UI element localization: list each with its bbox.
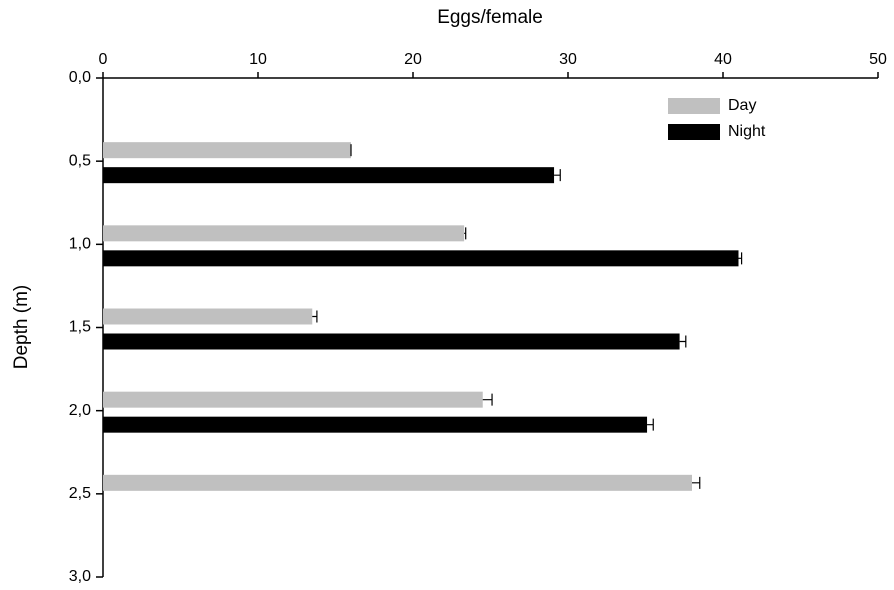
legend-swatch (668, 124, 720, 140)
y-tick-label: 2,0 (69, 402, 91, 419)
bar (103, 416, 648, 433)
legend-label: Night (728, 123, 766, 140)
error-bar (554, 169, 561, 182)
legend-label: Day (728, 97, 756, 114)
error-bar (738, 252, 743, 265)
x-tick-label: 20 (404, 51, 422, 68)
error-bar (692, 476, 701, 489)
y-tick-label: 0,5 (69, 152, 91, 169)
bar (103, 250, 739, 267)
error-bar (647, 418, 654, 431)
x-tick-label: 30 (559, 51, 577, 68)
y-tick-label: 1,5 (69, 319, 91, 336)
y-tick-label: 2,5 (69, 485, 91, 502)
error-bar (464, 227, 467, 240)
bar (103, 333, 680, 350)
y-tick-label: 3,0 (69, 568, 91, 585)
x-tick-label: 0 (99, 51, 108, 68)
bar (103, 308, 313, 325)
bar (103, 167, 555, 184)
bar (103, 474, 692, 491)
x-axis-title: Eggs/female (437, 7, 543, 28)
legend-swatch (668, 98, 720, 114)
error-bar (312, 310, 318, 323)
bar (103, 391, 483, 408)
error-bar (679, 335, 687, 348)
y-axis-title: Depth (m) (11, 285, 32, 369)
y-tick-label: 1,0 (69, 236, 91, 253)
x-tick-label: 10 (249, 51, 267, 68)
error-bar (482, 393, 493, 406)
y-tick-label: 0,0 (69, 69, 91, 86)
bar (103, 142, 351, 159)
x-tick-label: 40 (714, 51, 732, 68)
x-tick-label: 50 (869, 51, 887, 68)
bar (103, 225, 465, 242)
